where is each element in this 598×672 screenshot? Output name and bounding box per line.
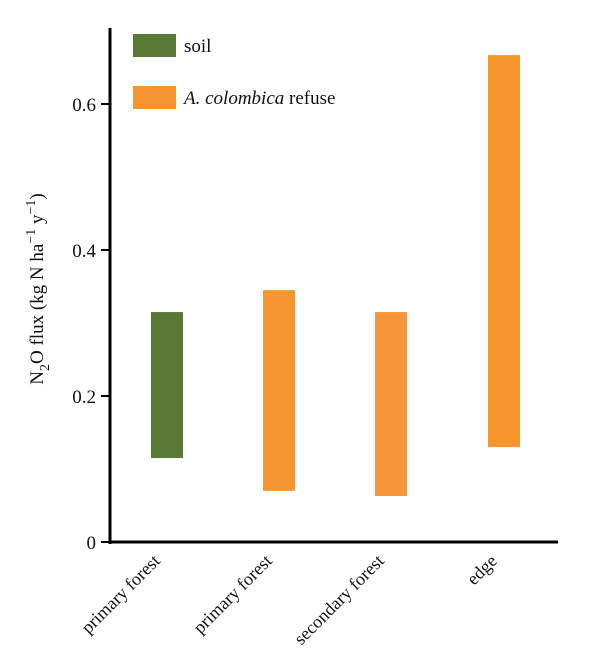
legend-label-refuse: A. colombica refuse bbox=[182, 88, 335, 109]
x-category-label: edge bbox=[463, 551, 501, 589]
x-category-label: primary forest bbox=[77, 551, 164, 638]
range-bar-refuse-3 bbox=[488, 55, 520, 448]
range-bar-refuse-2 bbox=[375, 312, 407, 497]
range-bar-soil-0 bbox=[151, 312, 183, 459]
y-tick-label: 0 bbox=[87, 533, 97, 554]
bars-group bbox=[151, 55, 520, 497]
legend: soil A. colombica refuse bbox=[133, 34, 335, 109]
y-ticks-group: 0 0.2 0.4 0.6 bbox=[72, 95, 110, 554]
y-tick-label: 0.6 bbox=[72, 95, 96, 116]
legend-swatch-soil bbox=[133, 34, 176, 57]
legend-swatch-refuse bbox=[133, 86, 176, 109]
x-labels-group: primary forest primary forest secondary fo… bbox=[77, 551, 501, 649]
legend-label-soil: soil bbox=[184, 36, 211, 57]
y-tick-label: 0.2 bbox=[72, 387, 96, 408]
x-category-label: secondary forest bbox=[290, 551, 388, 649]
y-axis-title-text: N2O flux (kg N ha−1 y−1) bbox=[24, 193, 53, 384]
y-tick-label: 0.4 bbox=[72, 241, 96, 262]
range-bar-refuse-1 bbox=[263, 290, 295, 491]
x-category-label: primary forest bbox=[189, 551, 276, 638]
y-axis-title: N2O flux (kg N ha−1 y−1) bbox=[24, 193, 53, 384]
